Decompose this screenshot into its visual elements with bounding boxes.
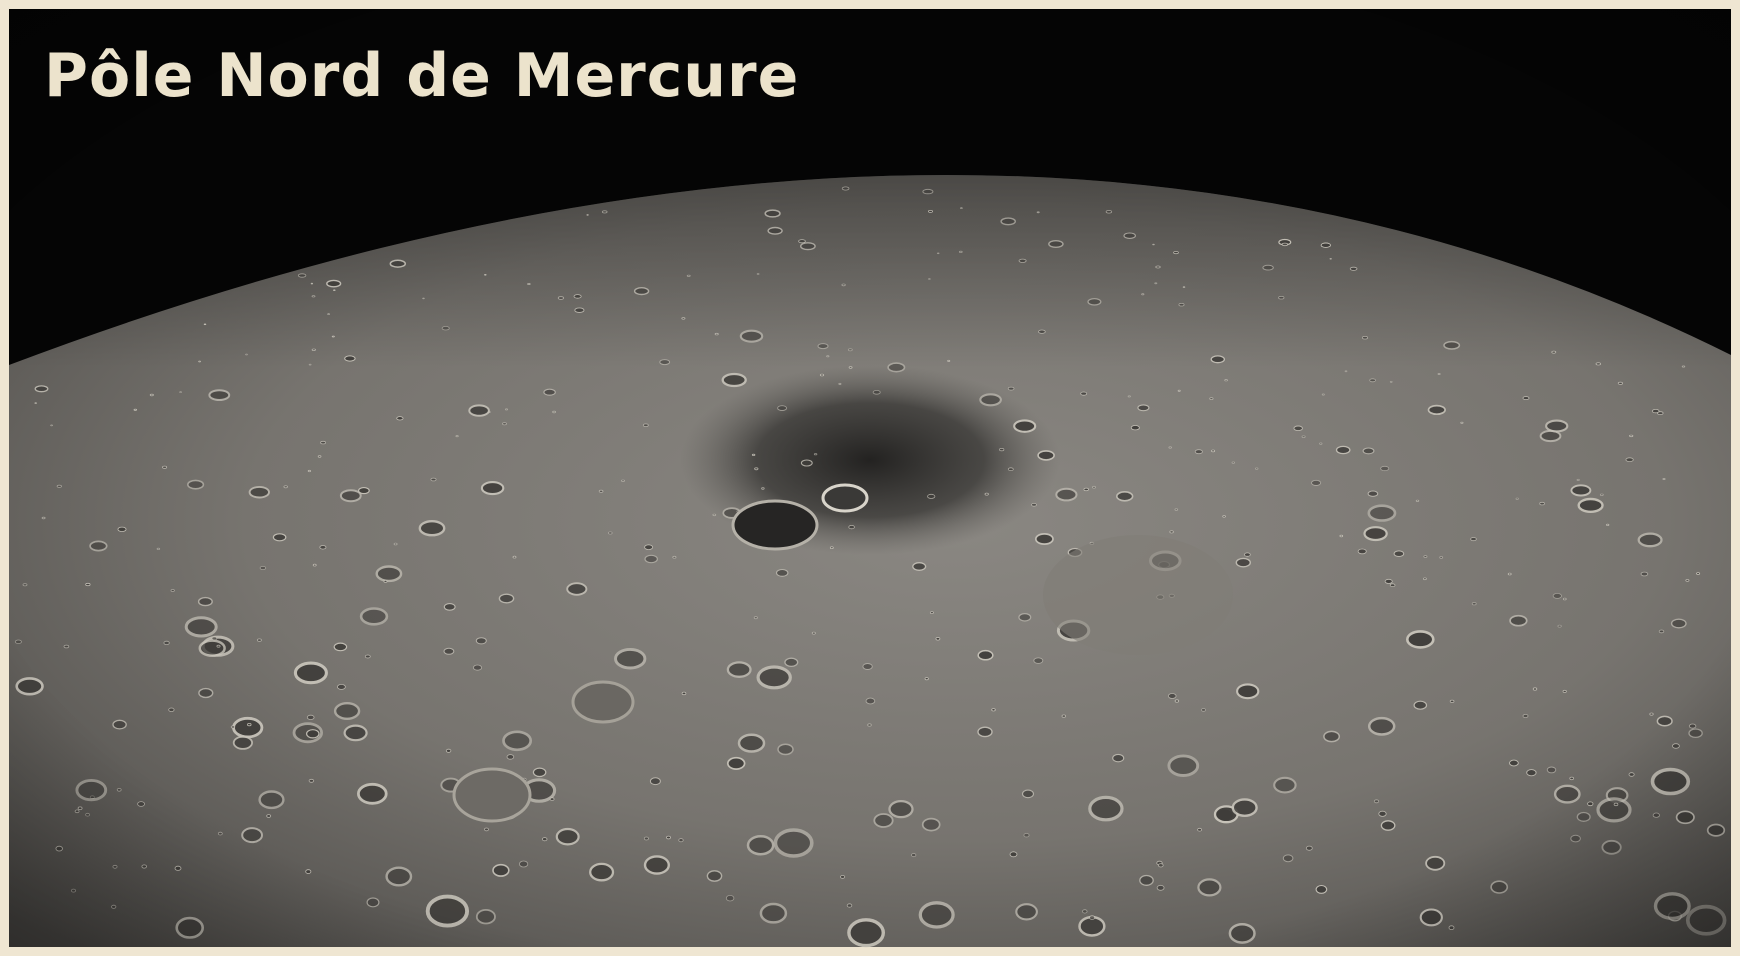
title: Pôle Nord de Mercure: [44, 41, 799, 111]
vignette: [9, 9, 1731, 947]
